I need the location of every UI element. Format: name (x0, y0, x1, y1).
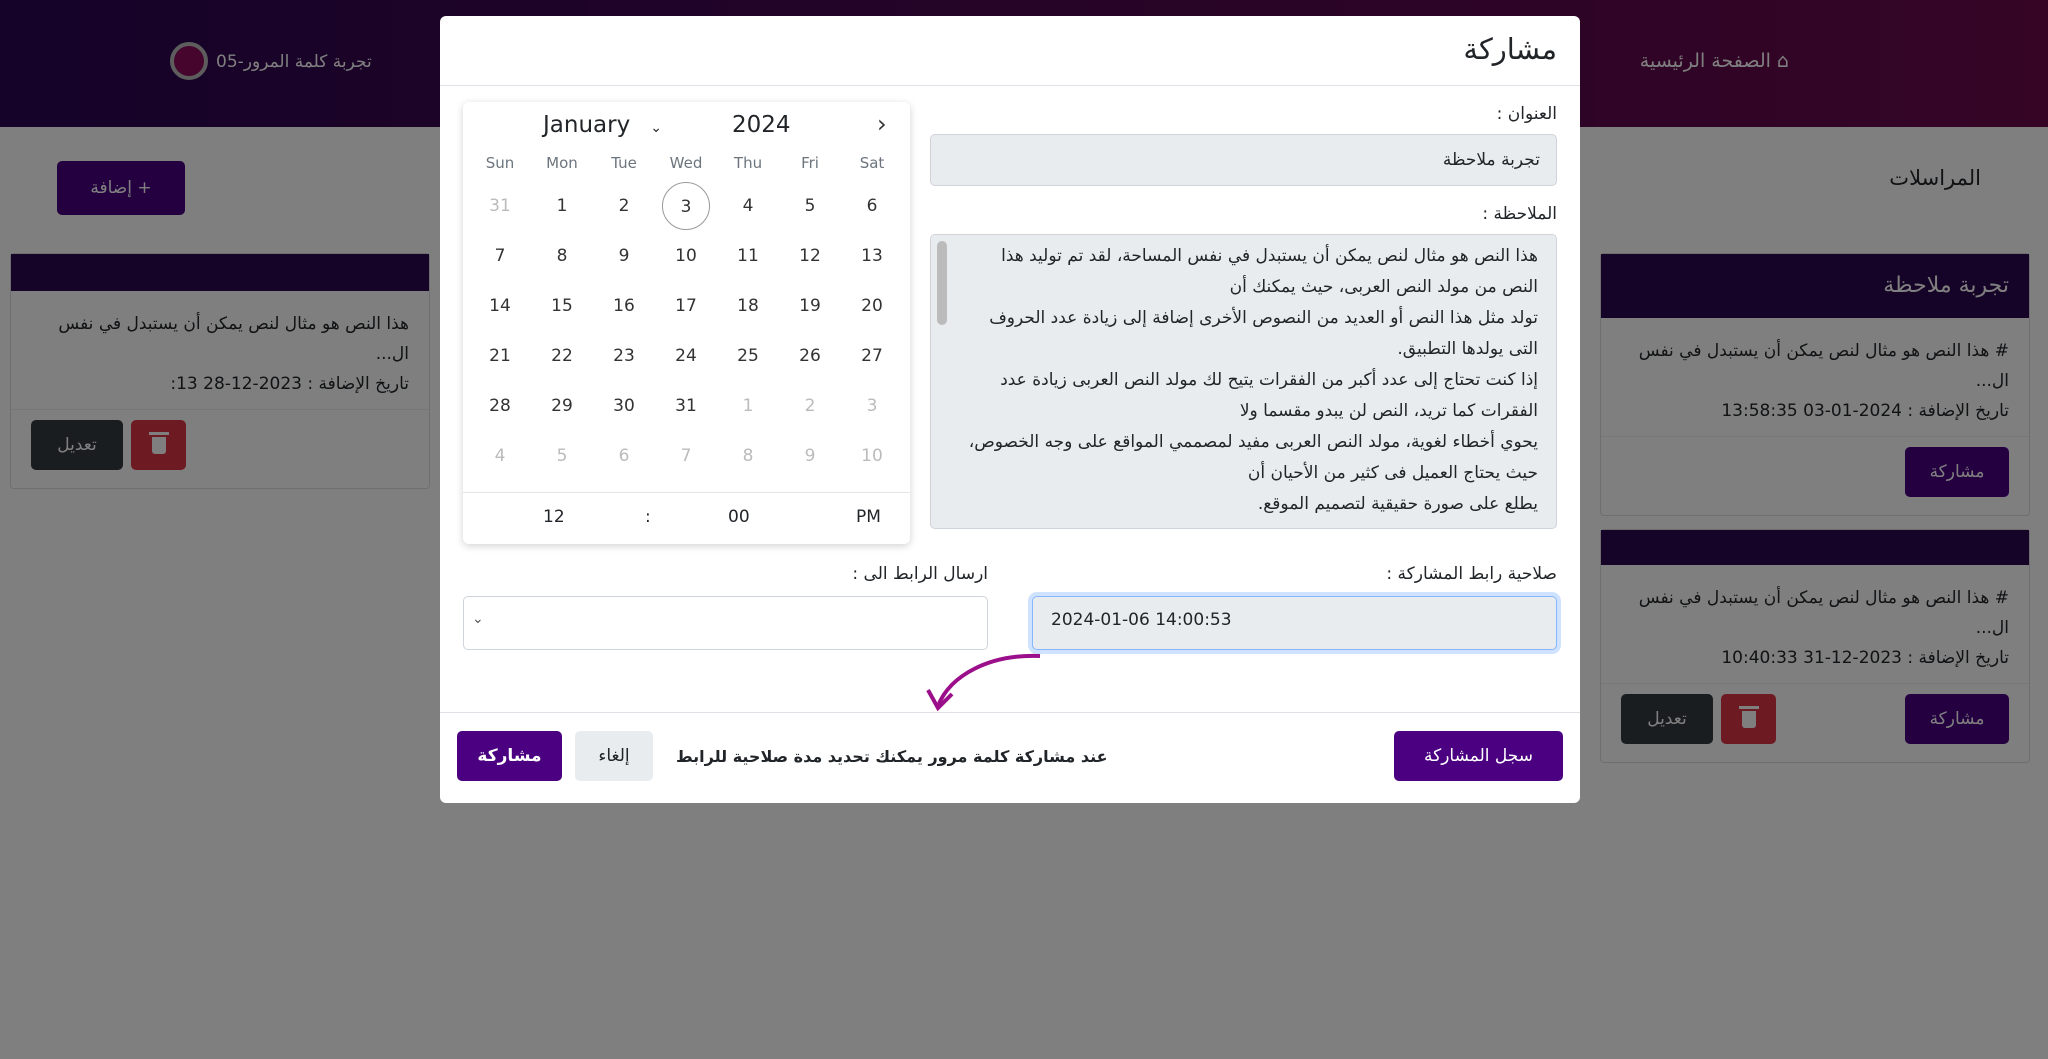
calendar-day[interactable]: 30 (613, 396, 635, 416)
weekday-label: Thu (733, 154, 763, 172)
calendar-day[interactable]: 22 (551, 346, 573, 366)
calendar-day[interactable]: 11 (737, 246, 759, 266)
chevron-down-icon: ⌄ (650, 120, 662, 136)
calendar-day[interactable]: 1 (556, 196, 568, 216)
calendar-day[interactable]: 31 (489, 196, 511, 216)
ampm-toggle[interactable]: PM (856, 507, 881, 527)
share-modal: مشاركة January ⌄ 2024 › Sun Mon Tue Wed Thu Fr… (440, 16, 1580, 803)
calendar-day[interactable]: 28 (489, 396, 511, 416)
minute-input[interactable]: 00 (728, 507, 750, 527)
cancel-button[interactable]: إلغاء (575, 731, 653, 781)
expiry-label: صلاحية رابط المشاركة : (1386, 564, 1557, 584)
title-label: العنوان : (1496, 104, 1557, 124)
calendar-day[interactable]: 7 (494, 246, 506, 266)
month-value: January (543, 112, 631, 138)
share-submit-button[interactable]: مشاركة (457, 731, 562, 781)
note-textarea[interactable]: هذا النص هو مثال لنص يمكن أن يستبدل في ن… (930, 234, 1557, 529)
chevron-down-icon: ⌄ (472, 611, 484, 627)
textarea-scrollbar[interactable] (937, 241, 947, 325)
calendar-day[interactable]: 15 (551, 296, 573, 316)
modal-title: مشاركة (1463, 32, 1557, 66)
note-line: يطلع على صورة حقيقية لتصميم الموقع. (1257, 494, 1538, 514)
calendar-week: 31 1 2 3 4 5 6 (469, 182, 903, 230)
note-line: هذا النص هو مثال لنص يمكن أن يستبدل في ن… (1001, 246, 1538, 297)
calendar-week: 7 8 9 10 11 12 13 (469, 232, 903, 280)
weekday-label: Sat (859, 154, 885, 172)
expiry-hint: عند مشاركة كلمة مرور يمكنك تحديد مدة صلا… (676, 746, 1108, 766)
calendar-day[interactable]: 12 (799, 246, 821, 266)
calendar-week: 14 15 16 17 18 19 20 (469, 282, 903, 330)
calendar-day[interactable]: 13 (861, 246, 883, 266)
calendar-day[interactable]: 25 (737, 346, 759, 366)
calendar-day[interactable]: 29 (551, 396, 573, 416)
calendar-week: 21 22 23 24 25 26 27 (469, 332, 903, 380)
calendar-day[interactable]: 17 (675, 296, 697, 316)
weekday-label: Fri (801, 154, 819, 172)
hint-arrow-icon (926, 653, 1041, 712)
calendar-day[interactable]: 14 (489, 296, 511, 316)
weekday-label: Wed (669, 154, 703, 172)
calendar-day[interactable]: 31 (675, 396, 697, 416)
expiry-datetime-input[interactable]: 2024-01-06 14:00:53 (1032, 596, 1557, 650)
calendar-day[interactable]: 19 (799, 296, 821, 316)
note-label: الملاحظة : (1482, 204, 1557, 224)
calendar-day[interactable]: 27 (861, 346, 883, 366)
note-line: تولد مثل هذا النص أو العديد من النصوص ال… (989, 308, 1538, 359)
note-line: إذا كنت تحتاج إلى عدد أكبر من الفقرات يت… (1000, 370, 1538, 421)
next-month-icon[interactable]: › (877, 110, 887, 138)
calendar-day[interactable]: 16 (613, 296, 635, 316)
calendar-day[interactable]: 4 (494, 446, 506, 466)
calendar-day[interactable]: 9 (804, 446, 816, 466)
expiry-value: 2024-01-06 14:00:53 (1051, 610, 1232, 630)
send-label: ارسال الرابط الى : (852, 564, 988, 584)
calendar-day[interactable]: 6 (866, 196, 878, 216)
month-select[interactable]: January ⌄ (543, 112, 662, 138)
datetime-picker: January ⌄ 2024 › Sun Mon Tue Wed Thu Fri Sat 31… (463, 102, 910, 544)
calendar-day[interactable]: 3 (662, 182, 710, 230)
calendar-day[interactable]: 3 (866, 396, 878, 416)
calendar-day[interactable]: 20 (861, 296, 883, 316)
calendar-day[interactable]: 6 (618, 446, 630, 466)
weekday-label: Sun (485, 154, 515, 172)
calendar-day[interactable]: 5 (556, 446, 568, 466)
calendar-day[interactable]: 9 (618, 246, 630, 266)
calendar-day[interactable]: 8 (742, 446, 754, 466)
share-log-button[interactable]: سجل المشاركة (1394, 731, 1563, 781)
calendar-day[interactable]: 5 (804, 196, 816, 216)
title-input[interactable]: تجربة ملاحظة (930, 134, 1557, 186)
calendar-day[interactable]: 1 (742, 396, 754, 416)
time-separator: : (645, 507, 651, 527)
calendar-day[interactable]: 10 (861, 446, 883, 466)
hour-input[interactable]: 12 (543, 507, 565, 527)
calendar-day[interactable]: 10 (675, 246, 697, 266)
calendar-day[interactable]: 2 (804, 396, 816, 416)
calendar-day[interactable]: 26 (799, 346, 821, 366)
calendar-day[interactable]: 8 (556, 246, 568, 266)
calendar-week: 4 5 6 7 8 9 10 (469, 432, 903, 480)
calendar-day[interactable]: 4 (742, 196, 754, 216)
calendar-day[interactable]: 23 (613, 346, 635, 366)
calendar-week: 28 29 30 31 1 2 3 (469, 382, 903, 430)
calendar-day[interactable]: 24 (675, 346, 697, 366)
title-value: تجربة ملاحظة (1442, 150, 1540, 170)
year-input[interactable]: 2024 (732, 112, 791, 138)
note-line: يحوي أخطاء لغوية، مولد النص العربى مفيد … (968, 432, 1538, 483)
calendar-day[interactable]: 7 (680, 446, 692, 466)
calendar-day[interactable]: 21 (489, 346, 511, 366)
calendar-day[interactable]: 18 (737, 296, 759, 316)
weekday-label: Mon (546, 154, 578, 172)
calendar-day[interactable]: 2 (618, 196, 630, 216)
weekday-label: Tue (611, 154, 637, 172)
send-to-select[interactable]: ⌄ (463, 596, 988, 650)
